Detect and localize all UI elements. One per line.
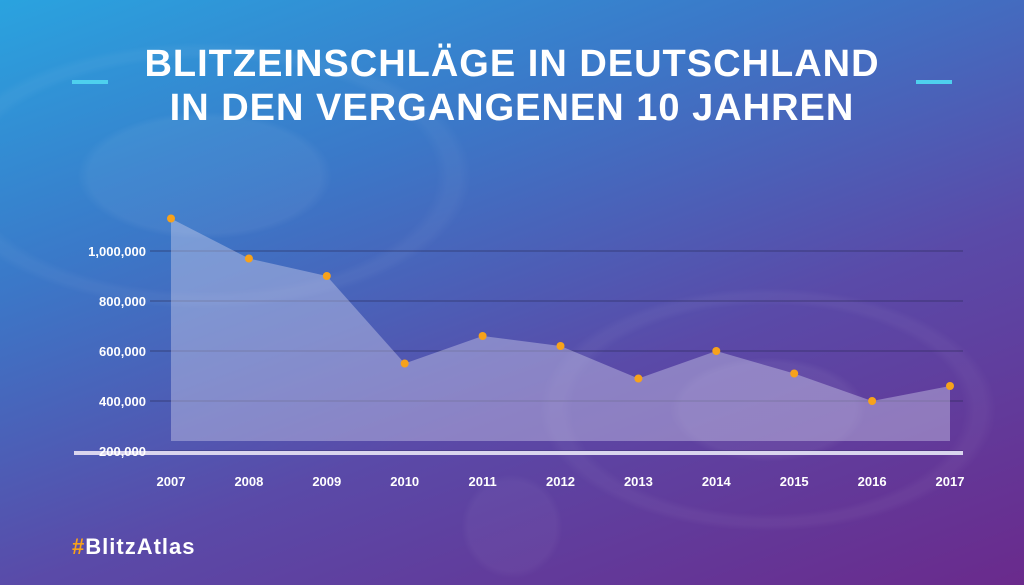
data-point <box>790 369 799 378</box>
x-tick-label: 2007 <box>157 474 186 489</box>
chart-title-line-2: IN DEN VERGANGENEN 10 JAHREN <box>169 87 855 129</box>
y-tick-label: 1,000,000 <box>88 244 146 259</box>
x-tick-label: 2008 <box>234 474 263 489</box>
title-dash-left <box>72 80 108 84</box>
data-point <box>322 272 331 280</box>
data-point <box>634 374 643 383</box>
data-point <box>478 332 487 340</box>
y-tick-label: 600,000 <box>99 344 146 359</box>
area-series <box>171 218 950 441</box>
x-tick-label: 2017 <box>936 474 965 489</box>
brand-name: BlitzAtlas <box>85 534 196 559</box>
data-point <box>868 397 877 405</box>
data-point <box>400 359 409 368</box>
brand-hash: # <box>72 534 86 559</box>
data-point <box>556 342 565 350</box>
y-tick-label: 200,000 <box>99 444 146 459</box>
brand-logo: #BlitzAtlas <box>72 534 196 560</box>
data-point <box>712 347 721 355</box>
x-tick-label: 2011 <box>468 474 496 489</box>
chart-title-line-1: BLITZEINSCHLÄGE IN DEUTSCHLAND <box>144 43 880 85</box>
x-tick-label: 2010 <box>390 474 419 489</box>
x-tick-label: 2012 <box>546 474 575 489</box>
x-tick-label: 2013 <box>624 474 653 489</box>
y-tick-label: 800,000 <box>99 294 146 309</box>
y-tick-label: 400,000 <box>99 394 146 409</box>
x-tick-label: 2009 <box>312 474 341 489</box>
x-tick-label: 2016 <box>858 474 887 489</box>
data-point <box>244 254 253 263</box>
data-point <box>946 382 954 390</box>
title-dash-right <box>916 80 952 84</box>
x-tick-label: 2015 <box>780 474 809 489</box>
data-point <box>167 214 175 223</box>
x-tick-label: 2014 <box>702 474 732 489</box>
